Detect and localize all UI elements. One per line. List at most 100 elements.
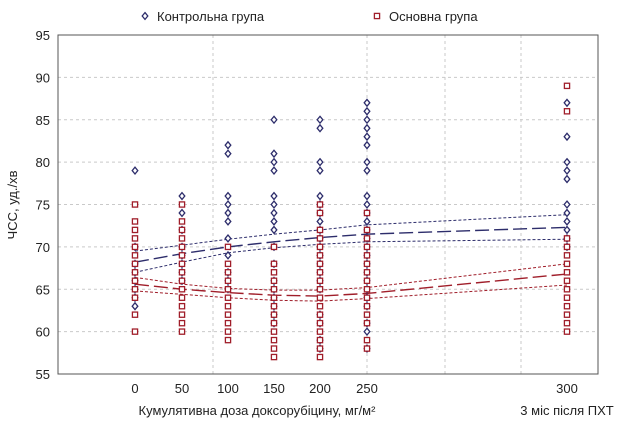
- point-s0-x150-2: [270, 157, 278, 167]
- point-s1-x250-11: [363, 311, 371, 318]
- point-s1-x0-6: [131, 260, 139, 268]
- point-s1-x50-3: [178, 235, 186, 242]
- point-s0-x300-2: [563, 157, 571, 167]
- ci-upper-s1: [134, 263, 568, 291]
- point-s1-x200-14: [316, 328, 324, 335]
- x-tick-label-300: 300: [556, 381, 578, 396]
- point-s1-x100-6: [224, 302, 232, 310]
- point-s1-x50-6: [178, 260, 186, 268]
- point-s1-x300-6: [563, 269, 571, 276]
- point-s1-x100-5: [224, 294, 232, 301]
- point-s0-x150-5: [270, 200, 278, 209]
- ci-upper-s0: [134, 214, 568, 252]
- legend-label-main: Основна група: [389, 9, 478, 24]
- y-tick-label-80: 80: [36, 155, 50, 170]
- plot-frame: [57, 34, 599, 375]
- point-s0-x100-7: [224, 250, 232, 260]
- point-s0-x300-3: [563, 166, 571, 176]
- point-s1-x50-14: [178, 328, 186, 335]
- point-s1-x200-9: [316, 285, 324, 293]
- y-axis-title: ЧСС, уд./хв: [5, 170, 20, 239]
- y-tick-label-70: 70: [36, 240, 50, 255]
- point-s0-x250-5: [363, 140, 371, 150]
- point-s1-x300-10: [563, 302, 571, 310]
- point-s1-x0-2: [131, 226, 139, 234]
- point-s0-x250-0: [363, 98, 371, 108]
- point-s1-x150-7: [270, 311, 278, 318]
- point-s1-x0-9: [131, 285, 139, 293]
- legend-item-main: Основна група: [373, 9, 478, 24]
- point-s1-x200-17: [316, 353, 324, 361]
- point-s1-x200-10: [316, 294, 324, 301]
- point-s1-x250-1: [363, 226, 371, 234]
- point-s1-x50-10: [178, 294, 186, 301]
- x-tick-label-100: 100: [217, 381, 239, 396]
- point-s1-x300-9: [563, 294, 571, 301]
- point-s0-x100-1: [224, 149, 232, 159]
- point-s1-x150-3: [270, 277, 278, 285]
- point-s1-x100-7: [224, 311, 232, 318]
- point-s1-x50-0: [178, 201, 186, 208]
- point-s1-x300-2: [563, 235, 571, 242]
- y-tick-label-85: 85: [36, 113, 50, 128]
- point-s1-x300-12: [563, 319, 571, 327]
- point-s1-x250-8: [363, 285, 371, 293]
- point-s1-x200-1: [316, 209, 324, 217]
- point-s1-x250-4: [363, 252, 371, 259]
- point-s1-x150-12: [270, 353, 278, 361]
- point-s0-x300-0: [563, 98, 571, 108]
- point-s1-x0-4: [131, 243, 139, 251]
- point-s1-x50-7: [178, 269, 186, 276]
- point-s1-x250-0: [363, 209, 371, 217]
- point-s1-x50-8: [178, 277, 186, 285]
- point-s1-x0-3: [131, 235, 139, 242]
- point-s1-x0-11: [131, 311, 139, 318]
- point-s1-x200-0: [316, 201, 324, 208]
- legend-item-control: Контрольна група: [141, 9, 265, 24]
- point-s1-x150-4: [270, 285, 278, 293]
- point-s0-x200-1: [316, 123, 324, 133]
- point-s0-x200-2: [316, 157, 324, 167]
- point-s1-x200-11: [316, 302, 324, 310]
- point-s1-x50-11: [178, 302, 186, 310]
- point-s1-x50-13: [178, 319, 186, 327]
- point-s1-x150-5: [270, 294, 278, 301]
- point-s1-x200-8: [316, 277, 324, 285]
- point-s0-x250-23: [363, 327, 371, 337]
- point-s1-x250-5: [363, 260, 371, 268]
- point-s1-x50-1: [178, 218, 186, 225]
- point-s1-x100-1: [224, 260, 232, 268]
- point-s0-x300-5: [563, 200, 571, 209]
- point-s1-x200-3: [316, 235, 324, 242]
- point-s0-x150-1: [270, 149, 278, 159]
- point-s0-x100-6: [224, 233, 232, 243]
- x-tick-label-200: 200: [309, 381, 331, 396]
- point-s1-x300-0: [563, 82, 571, 90]
- point-s0-x300-8: [563, 225, 571, 235]
- data-points: [131, 82, 571, 361]
- y-tick-label-60: 60: [36, 325, 50, 340]
- point-s1-x200-6: [316, 260, 324, 268]
- point-s0-x250-2: [363, 115, 371, 125]
- point-s0-x0-7: [131, 301, 139, 311]
- point-s1-x50-5: [178, 252, 186, 259]
- point-s1-x300-5: [563, 260, 571, 268]
- point-s1-x0-5: [131, 252, 139, 259]
- point-s0-x250-4: [363, 132, 371, 142]
- point-s0-x200-7: [316, 217, 324, 226]
- point-s1-x200-4: [316, 243, 324, 251]
- point-s1-x300-3: [563, 243, 571, 251]
- point-s1-x200-2: [316, 226, 324, 234]
- point-s1-x300-4: [563, 252, 571, 259]
- point-s1-x50-4: [178, 243, 186, 251]
- point-s1-x150-1: [270, 260, 278, 268]
- point-s0-x100-4: [224, 208, 232, 218]
- point-s1-x250-2: [363, 235, 371, 242]
- legend: Контрольна група Основна група: [141, 9, 478, 24]
- point-s1-x250-7: [363, 277, 371, 285]
- point-s0-x150-7: [270, 217, 278, 226]
- point-s1-x200-5: [316, 252, 324, 259]
- point-s1-x150-0: [270, 243, 278, 251]
- point-s0-x300-7: [563, 217, 571, 226]
